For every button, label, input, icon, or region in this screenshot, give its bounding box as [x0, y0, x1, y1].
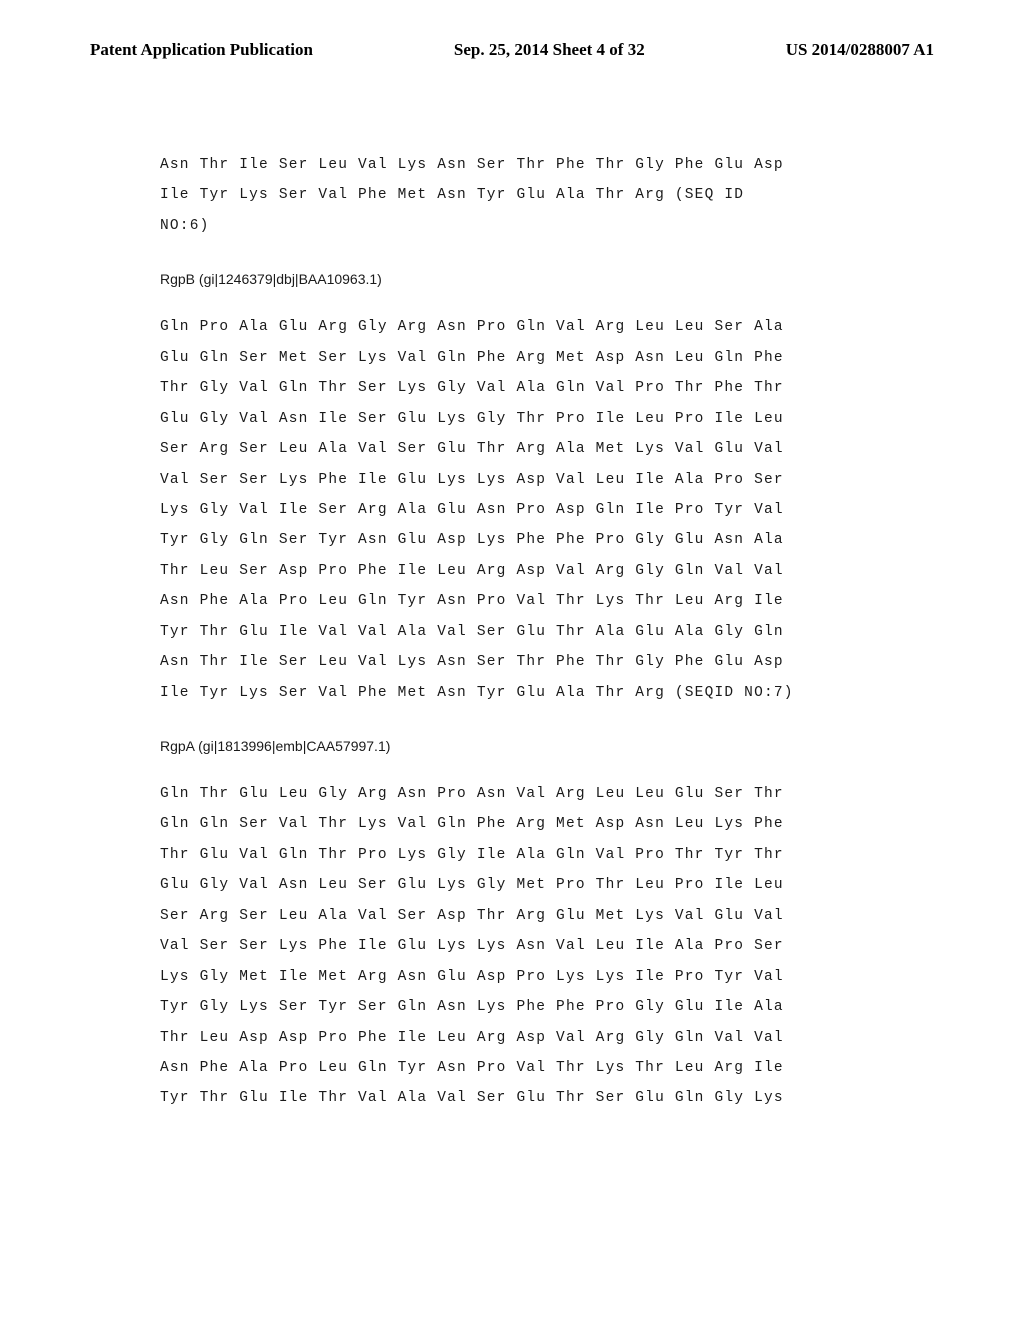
header-center: Sep. 25, 2014 Sheet 4 of 32	[454, 40, 645, 60]
accession-header-1: RgpB (gi|1246379|dbj|BAA10963.1)	[160, 271, 934, 287]
sequence-block-1: Asn Thr Ile Ser Leu Val Lys Asn Ser Thr …	[160, 150, 934, 241]
header-left: Patent Application Publication	[90, 40, 313, 60]
sequence-block-2: Gln Pro Ala Glu Arg Gly Arg Asn Pro Gln …	[160, 312, 934, 708]
page-container: Patent Application Publication Sep. 25, …	[0, 0, 1024, 1320]
header-right: US 2014/0288007 A1	[786, 40, 934, 60]
page-header: Patent Application Publication Sep. 25, …	[90, 40, 934, 60]
accession-header-2: RgpA (gi|1813996|emb|CAA57997.1)	[160, 738, 934, 754]
sequence-block-3: Gln Thr Glu Leu Gly Arg Asn Pro Asn Val …	[160, 779, 934, 1114]
